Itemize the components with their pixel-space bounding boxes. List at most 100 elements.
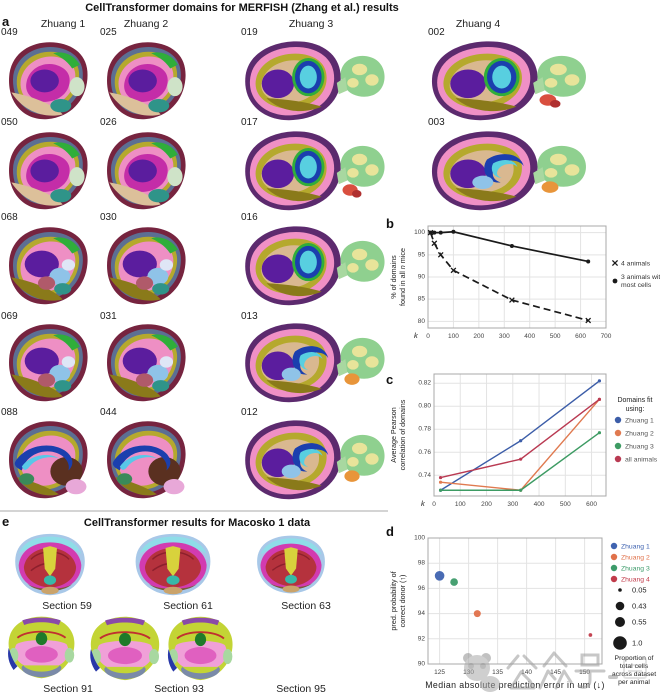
series-line <box>440 398 600 491</box>
y-axis-label: correlation of domains <box>398 399 407 470</box>
section-number: 012 <box>241 407 258 418</box>
brain-section-image <box>9 227 88 305</box>
svg-text:700: 700 <box>601 333 612 340</box>
svg-text:Zhuang 3: Zhuang 3 <box>625 444 654 451</box>
column-header-4: Zhuang 4 <box>455 18 501 30</box>
svg-text:Zhuang 2: Zhuang 2 <box>625 431 654 438</box>
svg-text:Domains fit: Domains fit <box>617 397 652 404</box>
svg-text:Zhuang 2: Zhuang 2 <box>621 555 650 562</box>
section-number: 031 <box>100 311 117 322</box>
svg-text:0.74: 0.74 <box>418 472 431 479</box>
svg-text:0.80: 0.80 <box>418 403 431 410</box>
panel-d-label: d <box>386 524 394 539</box>
panel-divider <box>0 510 388 512</box>
macosko-section-image <box>167 616 233 681</box>
brain-section-image <box>245 323 385 403</box>
svg-text:4 animals: 4 animals <box>621 261 651 268</box>
svg-text:0.43: 0.43 <box>632 602 647 611</box>
section-number: 050 <box>1 117 18 128</box>
section-number: 044 <box>100 407 117 418</box>
legend: Zhuang 1 Zhuang 2 Zhuang 3 Zhuang 4 0.05 0.43… <box>610 542 656 686</box>
plot-frame <box>427 537 603 665</box>
brain-section-image <box>9 324 88 402</box>
scatter-point <box>588 633 593 637</box>
panel-a-label: a <box>2 14 10 29</box>
svg-text:145: 145 <box>550 669 561 676</box>
svg-text:0.76: 0.76 <box>418 449 431 456</box>
svg-text:80: 80 <box>418 318 426 325</box>
plot-frame <box>433 373 607 497</box>
brain-section-image <box>245 420 385 500</box>
series-line <box>440 398 600 479</box>
section-number: 003 <box>428 117 445 128</box>
scatter-point <box>434 571 445 581</box>
plot-grid <box>427 226 607 328</box>
svg-text:using:: using: <box>626 406 645 413</box>
svg-text:0.55: 0.55 <box>632 618 647 627</box>
section-number: 026 <box>100 117 117 128</box>
y-axis-label: Average Pearson <box>389 407 398 462</box>
series-line <box>440 380 600 491</box>
svg-text:90: 90 <box>418 274 426 281</box>
brain-section-image <box>431 41 586 121</box>
panel-b-chart: 0 100 200 300 400 500 600 700 80 85 90 95 100 % of do… <box>389 225 660 340</box>
svg-text:90: 90 <box>418 661 426 668</box>
legend: Domains fit using: Zhuang 1 Zhuang 2 Zhuang … <box>614 397 658 464</box>
brain-section-image <box>107 132 186 210</box>
svg-text:600: 600 <box>586 501 597 508</box>
section-label: Section 61 <box>163 600 213 612</box>
svg-text:Zhuang 3: Zhuang 3 <box>621 566 650 573</box>
svg-text:125: 125 <box>434 669 445 676</box>
brain-section-image <box>9 421 88 499</box>
macosko-section-image <box>90 616 160 681</box>
section-number: 016 <box>241 212 258 223</box>
column-header-3: Zhuang 3 <box>288 18 334 30</box>
svg-text:130: 130 <box>463 669 474 676</box>
x-axis-label: k <box>414 331 419 340</box>
section-number: 088 <box>1 407 18 418</box>
brain-section-image <box>9 42 88 120</box>
y-axis-label: correct donor (↑) <box>398 575 407 628</box>
panel-c-chart: 0 100 200 300 400 500 600 0.74 0.76 0.78 0.80 0.82 A… <box>389 373 658 508</box>
x-axis-label: Median absolute prediction error in um (… <box>425 680 605 690</box>
scatter-point <box>473 610 481 618</box>
svg-text:100: 100 <box>448 333 459 340</box>
section-number: 069 <box>1 311 18 322</box>
y-axis-label: % of domains <box>389 255 398 299</box>
svg-text:0: 0 <box>426 333 430 340</box>
svg-text:135: 135 <box>492 669 503 676</box>
section-label: Section 95 <box>276 683 326 695</box>
svg-text:500: 500 <box>550 333 561 340</box>
brain-section-image <box>245 226 385 306</box>
svg-text:600: 600 <box>575 333 586 340</box>
svg-text:Zhuang 4: Zhuang 4 <box>621 577 650 584</box>
svg-text:400: 400 <box>534 501 545 508</box>
series-line <box>430 230 589 263</box>
svg-text:300: 300 <box>507 501 518 508</box>
section-label: Section 91 <box>43 683 93 695</box>
svg-text:0: 0 <box>432 501 436 508</box>
svg-text:140: 140 <box>521 669 532 676</box>
svg-text:92: 92 <box>418 635 426 642</box>
x-axis-label: k <box>421 499 426 508</box>
brain-section-image <box>431 131 586 211</box>
svg-text:200: 200 <box>473 333 484 340</box>
svg-text:85: 85 <box>418 296 426 303</box>
svg-text:300: 300 <box>499 333 510 340</box>
column-header-2: Zhuang 2 <box>123 18 169 30</box>
svg-text:500: 500 <box>560 501 571 508</box>
panel-e-title: CellTransformer results for Macosko 1 da… <box>83 517 311 529</box>
svg-text:1.0: 1.0 <box>632 639 642 648</box>
brain-section-image <box>107 324 186 402</box>
svg-text:total cells: total cells <box>620 663 649 670</box>
brain-section-image <box>107 42 186 120</box>
section-number: 019 <box>241 27 258 38</box>
svg-text:most cells: most cells <box>621 282 652 289</box>
brain-section-image <box>9 132 88 210</box>
figure-title: CellTransformer domains for MERFISH (Zha… <box>85 2 399 14</box>
section-label: Section 93 <box>154 683 204 695</box>
svg-text:94: 94 <box>418 610 426 617</box>
section-label: Section 63 <box>281 600 331 612</box>
panel-c-label: c <box>386 372 394 387</box>
